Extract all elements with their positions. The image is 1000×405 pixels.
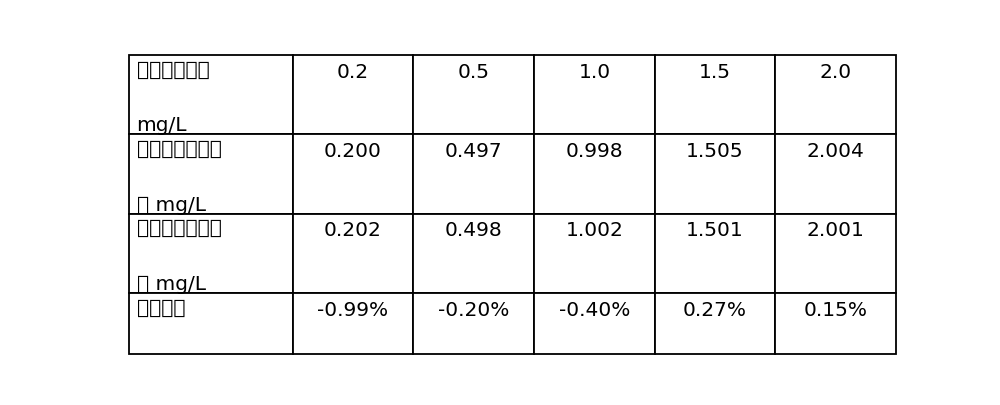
Text: 0.200: 0.200 (324, 142, 382, 161)
Text: 0.498: 0.498 (445, 221, 503, 240)
Text: 0.27%: 0.27% (683, 301, 747, 320)
Bar (129, 293, 293, 354)
Bar (129, 134, 293, 213)
Text: 1.505: 1.505 (686, 142, 744, 161)
Bar (293, 293, 413, 354)
Bar (655, 213, 775, 293)
Bar (655, 293, 775, 354)
Bar (293, 213, 413, 293)
Bar (534, 55, 655, 134)
Bar (534, 293, 655, 354)
Text: -0.20%: -0.20% (438, 301, 509, 320)
Bar (413, 134, 534, 213)
Text: 0.5: 0.5 (458, 63, 490, 82)
Text: 1.002: 1.002 (565, 221, 623, 240)
Bar (293, 55, 413, 134)
Text: 0.15%: 0.15% (804, 301, 868, 320)
Text: 0.2: 0.2 (337, 63, 369, 82)
Bar (534, 134, 655, 213)
Bar (655, 134, 775, 213)
Bar (655, 55, 775, 134)
Bar (775, 293, 896, 354)
Bar (534, 213, 655, 293)
Text: 2.0: 2.0 (820, 63, 852, 82)
Bar (413, 213, 534, 293)
Bar (413, 293, 534, 354)
Text: 1.501: 1.501 (686, 221, 744, 240)
Bar (775, 213, 896, 293)
Bar (775, 134, 896, 213)
Text: 总铬标准浓度

mg/L: 总铬标准浓度 mg/L (137, 60, 209, 135)
Text: 2.001: 2.001 (807, 221, 865, 240)
Bar (129, 55, 293, 134)
Bar (129, 213, 293, 293)
Text: 相对误差: 相对误差 (137, 298, 185, 318)
Text: 0.202: 0.202 (324, 221, 382, 240)
Text: 1.0: 1.0 (578, 63, 610, 82)
Bar (413, 55, 534, 134)
Bar (775, 55, 896, 134)
Text: 0.497: 0.497 (445, 142, 502, 161)
Text: -0.40%: -0.40% (559, 301, 630, 320)
Bar (293, 134, 413, 213)
Text: 实验室手工测定

值 mg/L: 实验室手工测定 值 mg/L (137, 219, 222, 294)
Text: 在线监测仪测定

值 mg/L: 在线监测仪测定 值 mg/L (137, 140, 222, 215)
Text: 0.998: 0.998 (566, 142, 623, 161)
Text: -0.99%: -0.99% (317, 301, 389, 320)
Text: 1.5: 1.5 (699, 63, 731, 82)
Text: 2.004: 2.004 (807, 142, 865, 161)
